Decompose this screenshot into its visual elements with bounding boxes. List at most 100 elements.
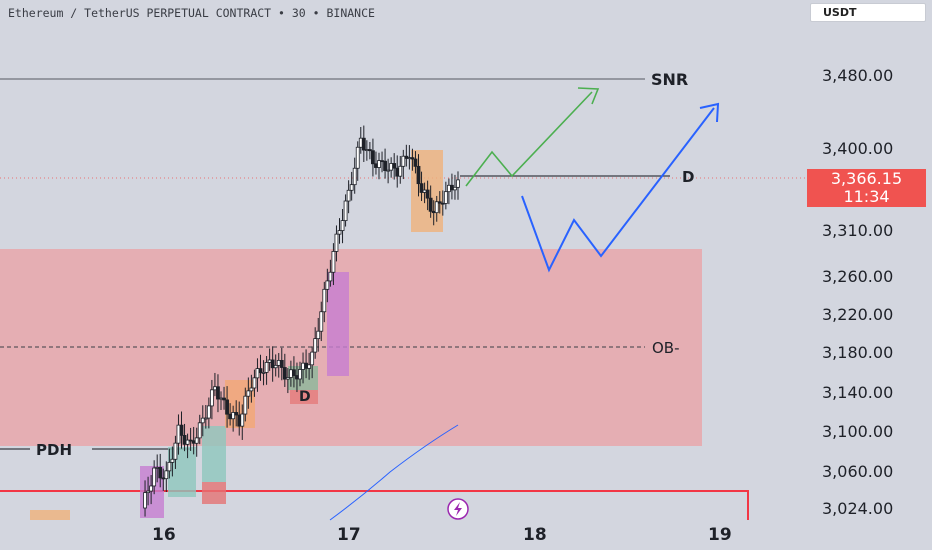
- candle-body: [258, 368, 263, 374]
- candle-body: [234, 412, 239, 416]
- candle-body: [270, 359, 275, 369]
- candle-body: [261, 371, 266, 374]
- candle-body: [425, 189, 430, 199]
- candle-body: [431, 210, 436, 214]
- candle-body: [167, 461, 172, 472]
- candle-body: [152, 467, 157, 487]
- candle-body: [443, 191, 448, 204]
- candle-body: [249, 387, 254, 392]
- y-tick-label: 3,260.00: [822, 267, 893, 286]
- candle-body: [170, 458, 175, 463]
- candle-body: [282, 367, 287, 380]
- candle-body: [419, 183, 424, 193]
- ob-label: OB-: [652, 339, 680, 357]
- candle-body: [228, 413, 233, 420]
- candle-body: [401, 155, 406, 167]
- candle-body: [255, 368, 260, 379]
- candle-body: [191, 440, 196, 444]
- x-tick-label: 16: [152, 525, 176, 545]
- candle-body: [413, 158, 418, 167]
- y-tick-label: 3,480.00: [822, 66, 893, 85]
- teal-block-2: [202, 426, 226, 482]
- green-arrowhead: [577, 87, 600, 105]
- green-path: [465, 91, 593, 187]
- blue-path: [521, 107, 715, 273]
- candle-body: [450, 184, 454, 191]
- candle-body: [453, 186, 457, 191]
- candle-body: [240, 413, 245, 427]
- candle-body: [349, 184, 354, 191]
- y-tick-label: 3,400.00: [822, 139, 893, 158]
- candle-body: [352, 167, 357, 186]
- candle-body: [310, 351, 315, 366]
- candle-body: [298, 369, 302, 380]
- candle-body: [374, 163, 378, 168]
- candle-body: [422, 189, 427, 193]
- candle-body: [437, 201, 442, 204]
- candle-body: [316, 330, 321, 340]
- candle-countdown: 11:34: [843, 187, 890, 206]
- candle-body: [325, 280, 330, 290]
- d-marker-label: D: [299, 389, 311, 405]
- d-label: D: [682, 168, 694, 186]
- candle-body: [206, 405, 211, 419]
- blue-arrowhead: [699, 102, 720, 123]
- y-tick-label: 3,024.00: [822, 499, 893, 518]
- candle-body: [209, 389, 214, 407]
- candle-body: [194, 437, 199, 444]
- candle-body: [343, 200, 348, 222]
- candle-body: [416, 165, 421, 185]
- y-tick-label: 3,140.00: [822, 383, 893, 402]
- x-tick-label: 18: [523, 525, 547, 545]
- pdh-label: PDH: [36, 441, 72, 459]
- y-tick-label: 3,060.00: [822, 462, 893, 481]
- red-range-box: [0, 490, 749, 520]
- candle-body: [164, 470, 169, 480]
- candle-body: [334, 233, 339, 252]
- candle-body: [434, 201, 439, 214]
- candle-body: [319, 311, 324, 332]
- candle-body: [456, 179, 460, 188]
- purple-block-2: [327, 272, 349, 376]
- candle-body: [407, 157, 412, 160]
- candle-body: [404, 155, 409, 159]
- candle-body: [264, 362, 269, 373]
- orange-block-3: [30, 510, 70, 520]
- candle-body: [285, 377, 290, 380]
- lightning-icon[interactable]: [447, 498, 469, 520]
- candle-body: [200, 417, 205, 424]
- currency-selector[interactable]: USDT: [810, 3, 926, 22]
- candle-body: [389, 163, 394, 171]
- candle-body: [355, 146, 360, 169]
- candle-body: [304, 362, 308, 369]
- candle-body: [182, 435, 187, 445]
- moving-average-line: [329, 424, 459, 521]
- candle-body: [216, 386, 220, 400]
- candle-body: [203, 417, 208, 420]
- candle-body: [331, 251, 336, 273]
- candle-body: [146, 490, 150, 494]
- x-tick-label: 17: [337, 525, 361, 545]
- candle-body: [222, 397, 226, 401]
- candle-body: [428, 197, 433, 212]
- candle-body: [307, 364, 312, 369]
- candle-body: [276, 359, 281, 366]
- candle-body: [173, 442, 178, 460]
- candle-body: [237, 414, 242, 427]
- y-tick-label: 3,220.00: [822, 305, 893, 324]
- candle-body: [161, 477, 166, 480]
- snr-label: SNR: [651, 70, 688, 89]
- candle-body: [392, 163, 397, 169]
- candle-body: [313, 338, 318, 353]
- candle-body: [295, 375, 299, 380]
- candle-body: [398, 165, 403, 177]
- candles: [143, 125, 460, 517]
- current-price: 3,366.15: [830, 169, 903, 188]
- candle-body: [377, 160, 381, 168]
- candle-body: [440, 202, 445, 205]
- candle-body: [328, 271, 333, 282]
- candle-body: [158, 467, 163, 479]
- candle-body: [361, 137, 366, 151]
- candle-body: [364, 149, 369, 151]
